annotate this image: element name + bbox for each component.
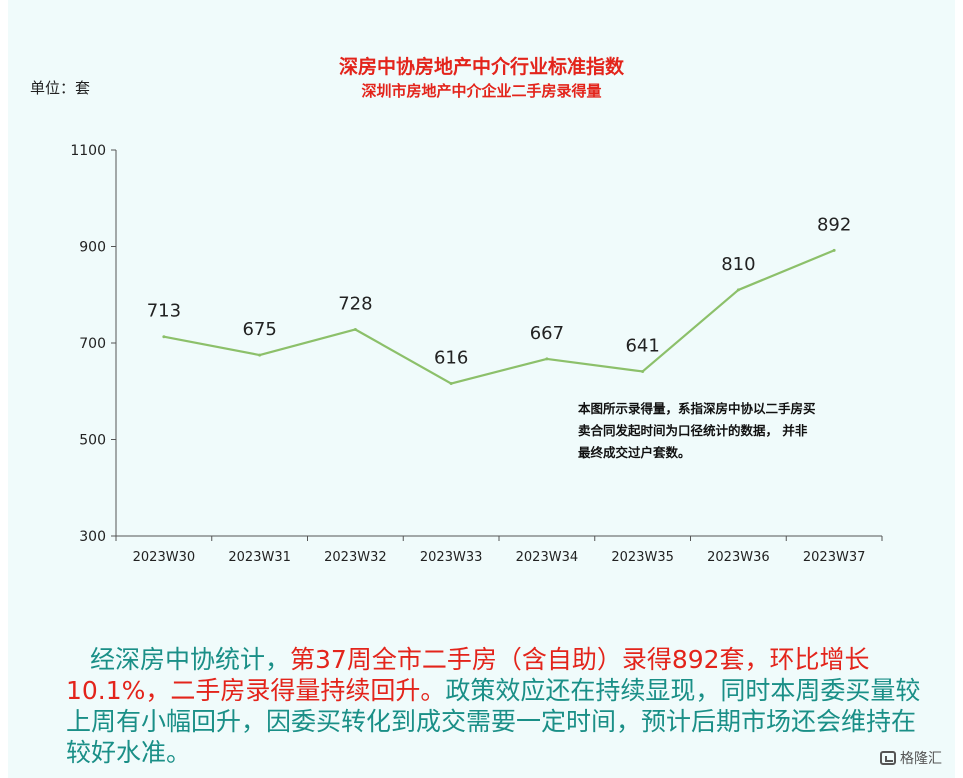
summary-part-2: 第37周全市二手房（含自助）录得892套，环比增长10.1%，二手房录得量持续回… [66,645,870,705]
x-tick-label: 2023W33 [420,550,482,565]
gelonghui-logo-icon [880,751,896,765]
y-tick-label: 500 [79,433,106,449]
chart-note: 本图所示录得量，系指深房中协以二手房买卖合同发起时间为口径统计的数据， 并非最终… [578,401,816,460]
x-tick-label: 2023W37 [803,550,865,565]
unit-label: 单位：套 [30,79,91,97]
y-tick-label: 700 [79,336,106,352]
chart-subtitle: 深圳市房地产中介企业二手房录得量 [361,82,602,100]
watermark: 格隆汇 [880,748,942,768]
x-tick-label: 2023W31 [228,550,290,565]
summary-part-1: 经深房中协统计， [90,645,291,674]
y-tick-label: 300 [79,529,106,545]
summary-part-3: 政策效应还在持续显现，同时本周委买量较上周有小幅回升，因委买转化到成交需要一定时… [66,676,921,767]
y-tick-label: 1100 [70,143,106,159]
data-label: 892 [817,214,851,235]
data-point [258,353,262,357]
data-label: 641 [625,335,659,356]
summary-paragraph: 经深房中协统计，第37周全市二手房（含自助）录得892套，环比增长10.1%，二… [66,644,936,768]
x-tick-label: 2023W32 [324,550,386,565]
y-tick-label: 900 [79,240,106,256]
x-tick-label: 2023W34 [516,550,578,565]
watermark-label: 格隆汇 [900,751,942,767]
data-point [545,357,549,361]
data-point [641,369,645,373]
data-label: 713 [147,301,181,322]
x-tick-label: 2023W36 [707,550,769,565]
data-label: 675 [242,319,276,340]
data-label: 667 [530,323,564,344]
chart-panel [8,0,955,778]
x-tick-label: 2023W35 [611,550,673,565]
x-tick-label: 2023W30 [133,550,195,565]
chart-title: 深房中协房地产中介行业标准指数 [338,56,624,78]
data-label: 728 [338,293,372,314]
data-point [832,248,836,252]
data-label: 810 [721,254,755,275]
data-point [449,382,453,386]
data-label: 616 [434,348,468,369]
series-line [163,249,835,385]
data-point [736,288,740,292]
data-point [162,335,166,339]
data-point [353,327,357,331]
line-chart: 300 500 700 900 1100 2023W30 2023W31 2023W32 202… [70,143,883,565]
